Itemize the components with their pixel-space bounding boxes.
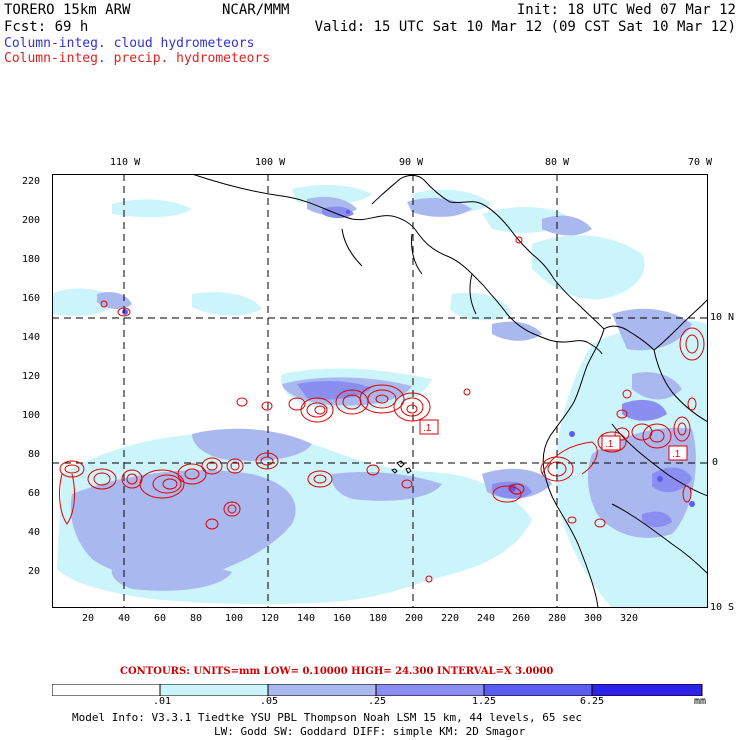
field-cloud-label: Column-integ. cloud hydrometeors	[4, 36, 255, 51]
x-tick-20: 20	[82, 613, 95, 624]
lat-label-0: 0	[712, 457, 719, 468]
map-frame	[52, 174, 708, 608]
lon-label-90w: 90 W	[399, 157, 424, 168]
x-tick-240: 240	[477, 613, 496, 624]
model-title: TORERO 15km ARW	[4, 2, 131, 18]
x-tick-300: 300	[584, 613, 603, 624]
x-tick-80: 80	[190, 613, 203, 624]
legend-tick-125: 1.25	[472, 696, 497, 707]
valid-time: Valid: 15 UTC Sat 10 Mar 12 (09 CST Sat …	[314, 19, 736, 35]
contour-label-boxes: .1 .1 .1	[419, 419, 688, 461]
precip-contours	[59, 236, 705, 583]
contour-label-1: .1	[423, 423, 432, 434]
lat-lon-grid	[52, 174, 708, 608]
y-tick-20: 20	[28, 566, 41, 577]
model-info-line2: LW: Godd SW: Goddard DIFF: simple KM: 2D…	[214, 725, 526, 738]
contour-label-2: .1	[605, 439, 614, 450]
x-tick-180: 180	[369, 613, 388, 624]
lon-label-70w: 70 W	[688, 157, 713, 168]
y-tick-160: 160	[22, 293, 41, 304]
y-tick-100: 100	[22, 410, 41, 421]
y-tick-220: 220	[22, 176, 41, 187]
x-tick-60: 60	[154, 613, 167, 624]
init-time: Init: 18 UTC Wed 07 Mar 12	[516, 2, 736, 18]
field-precip-label: Column-integ. precip. hydrometeors	[4, 51, 271, 66]
legend-tick-005: .05	[260, 696, 279, 707]
legend-tick-001: .01	[153, 696, 172, 707]
y-tick-60: 60	[28, 488, 41, 499]
cloud-shading	[52, 184, 707, 608]
contour-label-3: .1	[672, 449, 681, 460]
forecast-map: .1 .1 .1	[52, 174, 708, 608]
lon-label-100w: 100 W	[255, 157, 286, 168]
legend-tick-025: .25	[368, 696, 387, 707]
legend-unit: mm	[694, 696, 707, 707]
x-tick-280: 280	[548, 613, 567, 624]
y-tick-80: 80	[28, 449, 41, 460]
y-tick-140: 140	[22, 332, 41, 343]
x-tick-100: 100	[225, 613, 244, 624]
coastlines	[191, 174, 708, 608]
lon-label-110w: 110 W	[110, 157, 141, 168]
legend-tick-625: 6.25	[580, 696, 605, 707]
y-tick-180: 180	[22, 254, 41, 265]
lat-label-10s: 10 S	[710, 602, 735, 613]
x-tick-220: 220	[441, 613, 460, 624]
y-tick-200: 200	[22, 215, 41, 226]
y-tick-40: 40	[28, 527, 41, 538]
org-label: NCAR/MMM	[222, 2, 290, 18]
color-legend	[51, 681, 703, 697]
y-tick-120: 120	[22, 371, 41, 382]
x-tick-160: 160	[333, 613, 352, 624]
x-tick-260: 260	[512, 613, 531, 624]
x-tick-320: 320	[620, 613, 639, 624]
lon-label-80w: 80 W	[545, 157, 570, 168]
x-tick-140: 140	[297, 613, 316, 624]
legend-bar	[51, 683, 703, 697]
x-tick-40: 40	[118, 613, 131, 624]
model-info-line1: Model Info: V3.3.1 Tiedtke YSU PBL Thomp…	[72, 711, 582, 724]
x-tick-120: 120	[261, 613, 280, 624]
forecast-hour: Fcst: 69 h	[4, 19, 89, 35]
x-tick-200: 200	[405, 613, 424, 624]
lat-label-10n: 10 N	[710, 312, 735, 323]
contours-summary: CONTOURS: UNITS=mm LOW= 0.10000 HIGH= 24…	[120, 666, 554, 677]
